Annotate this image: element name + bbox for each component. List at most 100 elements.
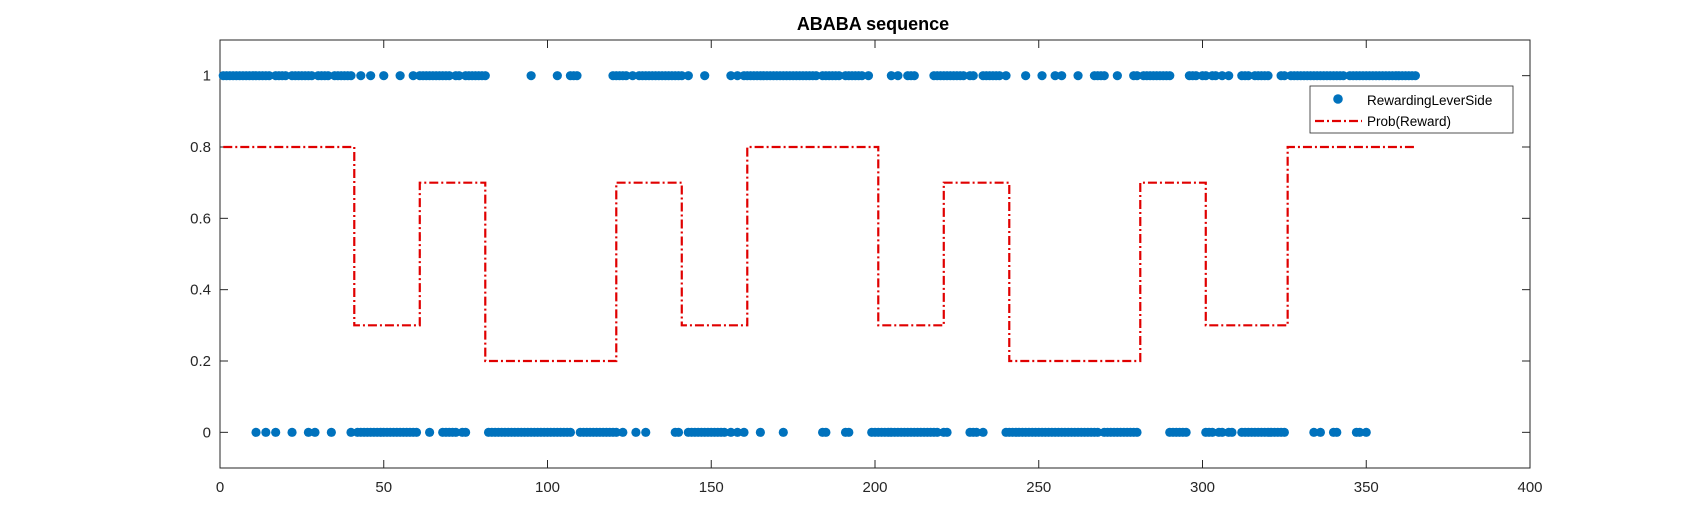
- legend: RewardingLeverSide Prob(Reward): [1309, 85, 1514, 134]
- rewarding-lever-side-point: [1021, 71, 1031, 81]
- y-tick-label: 0: [203, 424, 211, 441]
- legend-marker-rewarding-lever-side: [1333, 94, 1343, 104]
- rewarding-lever-side-point: [572, 71, 582, 81]
- rewarding-lever-side-point: [323, 71, 333, 81]
- rewarding-lever-side-point: [1211, 71, 1221, 81]
- rewarding-lever-side-point: [1305, 71, 1316, 81]
- rewarding-lever-side-point: [1129, 71, 1139, 81]
- x-tick-label: 200: [862, 479, 887, 496]
- rewarding-lever-side-point: [1112, 71, 1122, 81]
- rewarding-lever-side-point: [631, 427, 641, 437]
- rewarding-lever-side-point: [726, 71, 736, 81]
- legend-label-prob-reward: Prob(Reward): [1367, 114, 1451, 129]
- rewarding-lever-side-point: [1201, 71, 1211, 81]
- rewarding-lever-side-point: [755, 427, 765, 437]
- rewarding-lever-side-point: [621, 71, 631, 81]
- rewarding-lever-side-point: [1243, 71, 1253, 81]
- y-tick-label: 0.4: [190, 282, 211, 299]
- rewarding-lever-side-point: [408, 71, 418, 81]
- rewarding-lever-side-point: [618, 427, 628, 437]
- rewarding-lever-side-point: [1181, 427, 1191, 437]
- rewarding-lever-side-point: [1099, 71, 1109, 81]
- y-axis-tick-labels: 0 0.2 0.4 0.6 0.8 1: [190, 68, 211, 442]
- rewarding-lever-side-point: [1276, 71, 1286, 81]
- rewarding-lever-side-point: [719, 427, 729, 437]
- rewarding-lever-side-point: [366, 71, 376, 81]
- rewarding-lever-side-point: [1037, 71, 1047, 81]
- rewarding-lever-side-point: [326, 427, 336, 437]
- rewarding-lever-side-point: [1338, 71, 1348, 81]
- rewarding-lever-side-point: [307, 71, 317, 81]
- rewarding-lever-side-point: [1227, 427, 1237, 437]
- rewarding-lever-side-point: [611, 427, 621, 437]
- rewarding-lever-side-point: [726, 427, 736, 437]
- chart-title: ABABA sequence: [797, 14, 949, 34]
- x-tick-label: 50: [375, 479, 392, 496]
- y-tick-label: 1: [203, 68, 211, 85]
- legend-box: [1309, 85, 1514, 134]
- rewarding-lever-side-point: [1279, 427, 1289, 437]
- rewarding-lever-side-point: [261, 427, 271, 437]
- rewarding-lever-side-point: [1093, 427, 1103, 437]
- rewarding-lever-side-point: [395, 71, 405, 81]
- rewarding-lever-side-point: [1410, 71, 1420, 81]
- rewarding-lever-side-point: [1315, 427, 1325, 437]
- rewarding-lever-side-point: [893, 71, 903, 81]
- rewarding-lever-side-point: [1217, 71, 1227, 81]
- rewarding-lever-side-point: [346, 71, 356, 81]
- x-tick-label: 400: [1517, 479, 1542, 496]
- rewarding-lever-side-point: [264, 71, 274, 81]
- rewarding-lever-side-point: [310, 427, 320, 437]
- x-tick-label: 250: [1026, 479, 1051, 496]
- rewarding-lever-side-point: [1217, 427, 1227, 437]
- x-tick-label: 100: [535, 479, 560, 496]
- rewarding-lever-side-point: [834, 71, 844, 81]
- rewarding-lever-side-point: [1292, 71, 1303, 81]
- rewarding-lever-side-point: [356, 71, 366, 81]
- rewarding-lever-side-point: [1057, 71, 1067, 81]
- x-tick-label: 150: [699, 479, 724, 496]
- rewarding-lever-side-point: [932, 427, 942, 437]
- rewarding-lever-side-point: [379, 71, 389, 81]
- rewarding-lever-side-point: [978, 427, 988, 437]
- x-tick-label: 350: [1354, 479, 1379, 496]
- rewarding-lever-side-point: [303, 427, 314, 437]
- rewarding-lever-side-point: [1132, 427, 1142, 437]
- rewarding-lever-side-point: [942, 427, 952, 437]
- rewarding-lever-side-point: [641, 427, 651, 437]
- rewarding-lever-side-point: [444, 71, 454, 81]
- rewarding-lever-side-point: [251, 427, 261, 437]
- rewarding-lever-side-point: [739, 427, 749, 437]
- rewarding-lever-side-point: [886, 71, 896, 81]
- rewarding-lever-side-point: [346, 427, 356, 437]
- rewarding-lever-side-point: [1207, 427, 1217, 437]
- rewarding-lever-side-point: [971, 427, 982, 437]
- rewarding-lever-side-point: [280, 71, 291, 81]
- rewarding-lever-side-point: [1073, 71, 1083, 81]
- rewarding-lever-side-point: [1263, 71, 1273, 81]
- rewarding-lever-side-point: [732, 71, 743, 81]
- rewarding-lever-side-point: [673, 427, 684, 437]
- rewarding-lever-side-point: [1355, 427, 1365, 437]
- rewarding-lever-side-point: [857, 71, 867, 81]
- rewarding-lever-side-point: [425, 427, 435, 437]
- rewarding-lever-side-point: [683, 71, 693, 81]
- prob-reward-series: [223, 145, 1416, 363]
- rewarding-lever-side-point: [461, 427, 471, 437]
- rewarding-lever-side-point: [1332, 427, 1342, 437]
- y-tick-label: 0.6: [190, 210, 211, 227]
- rewarding-lever-side-point: [451, 427, 461, 437]
- rewarding-lever-side-point: [778, 427, 788, 437]
- rewarding-lever-side-point: [526, 71, 536, 81]
- rewarding-lever-side-point: [271, 427, 281, 437]
- rewarding-lever-side-point: [1191, 71, 1201, 81]
- rewarding-lever-side-point: [968, 71, 978, 81]
- prob-reward-line: [223, 145, 1416, 363]
- rewarding-lever-side-point: [1165, 71, 1175, 81]
- y-tick-label: 0.8: [190, 139, 211, 156]
- rewarding-lever-side-point: [411, 427, 422, 437]
- rewarding-lever-side-point: [552, 71, 562, 81]
- rewarding-lever-side-point: [677, 71, 687, 81]
- rewarding-lever-side-point: [1050, 71, 1060, 81]
